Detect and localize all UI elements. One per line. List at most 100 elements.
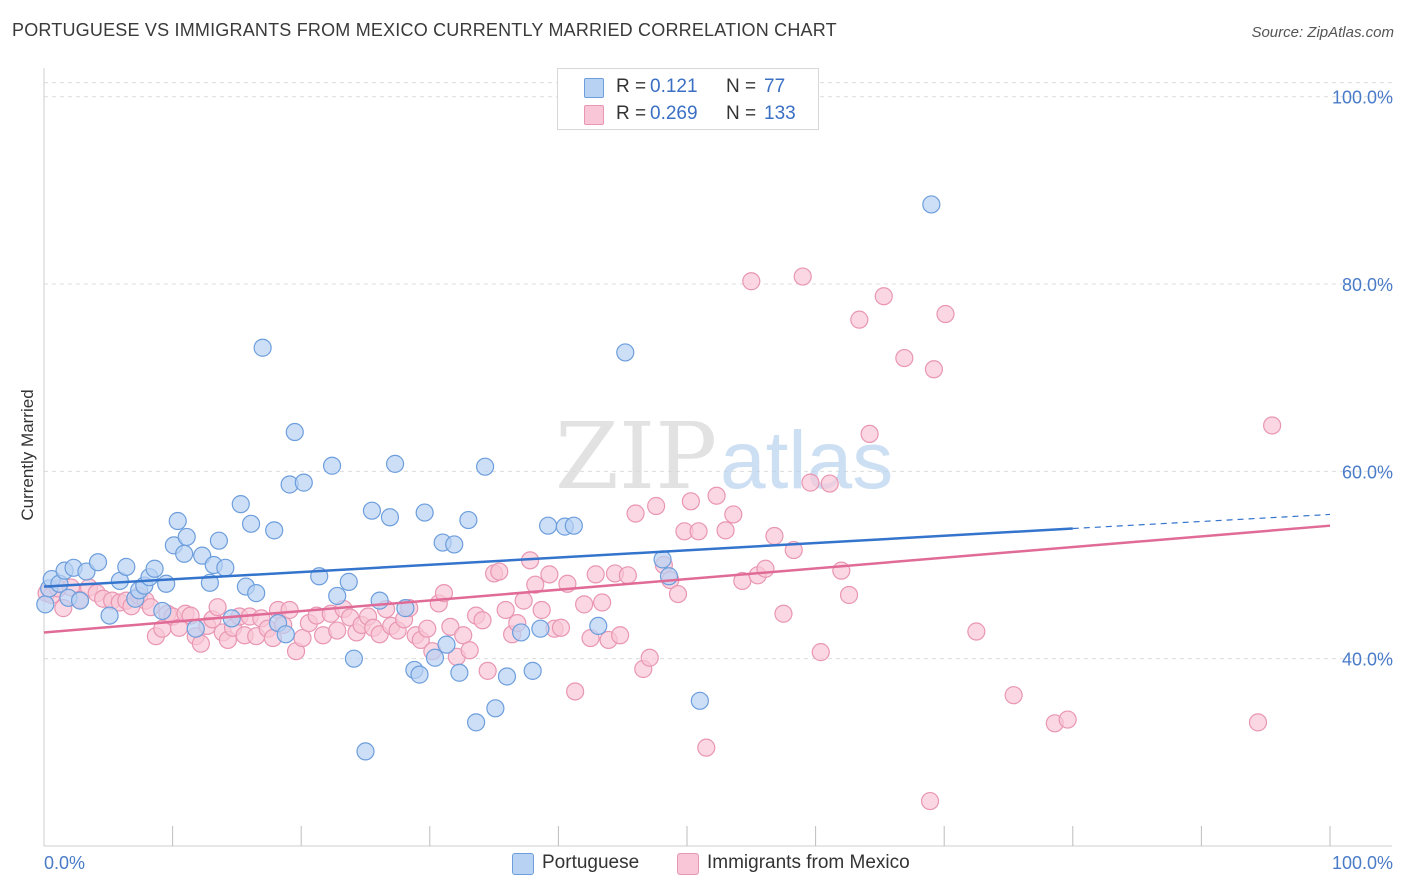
- data-point: [168, 511, 187, 531]
- data-point: [186, 619, 205, 638]
- data-point: [497, 667, 517, 686]
- data-point: [231, 495, 250, 514]
- legend-n-value: 77: [764, 76, 786, 97]
- legend-swatch-pink: [584, 105, 604, 125]
- data-point: [209, 531, 228, 550]
- data-point: [454, 626, 473, 645]
- data-point: [532, 600, 551, 620]
- data-point: [437, 635, 456, 654]
- data-point: [839, 585, 859, 605]
- data-point: [784, 540, 803, 560]
- data-point: [175, 544, 194, 563]
- data-point: [618, 566, 637, 585]
- data-point: [344, 649, 364, 668]
- data-point: [70, 591, 90, 610]
- x-tick-label-start: 0.0%: [44, 853, 85, 873]
- data-point: [1248, 713, 1268, 732]
- data-point: [586, 565, 605, 584]
- trend-layer: [43, 513, 1331, 634]
- data-point: [247, 584, 266, 603]
- data-point: [285, 422, 304, 442]
- data-point: [362, 501, 382, 520]
- data-point: [385, 454, 405, 473]
- data-point: [539, 516, 558, 535]
- legend-swatch-pink: [677, 853, 699, 875]
- data-point: [460, 641, 479, 660]
- legend-n-label: N =: [726, 103, 757, 124]
- data-point: [475, 457, 495, 476]
- data-point: [724, 505, 743, 524]
- data-point: [895, 348, 914, 368]
- data-point: [145, 559, 164, 578]
- data-point: [526, 575, 545, 594]
- data-point: [793, 267, 812, 286]
- data-point: [370, 591, 389, 610]
- data-point: [425, 648, 445, 667]
- data-point: [441, 617, 460, 636]
- data-point: [564, 516, 583, 535]
- y-tick-label: 60.0%: [1342, 462, 1393, 482]
- legend-r-label: R =: [616, 76, 647, 97]
- chart-title: PORTUGUESE VS IMMIGRANTS FROM MEXICO CUR…: [12, 20, 837, 40]
- data-point: [690, 691, 709, 710]
- data-point: [157, 574, 176, 593]
- data-point: [801, 473, 820, 492]
- watermark-zip: ZIP: [555, 403, 717, 510]
- data-point: [512, 623, 531, 642]
- data-point: [540, 565, 559, 584]
- data-point: [216, 558, 235, 577]
- y-tick-label: 40.0%: [1342, 650, 1393, 670]
- data-point: [496, 600, 515, 620]
- data-point: [936, 304, 955, 324]
- data-point: [294, 473, 313, 492]
- data-point: [616, 343, 635, 362]
- data-point: [490, 562, 509, 581]
- data-point: [924, 360, 944, 379]
- trendline-portuguese: [43, 527, 1073, 588]
- data-point: [473, 611, 492, 630]
- data-point: [575, 595, 594, 614]
- data-point: [707, 486, 726, 505]
- correlation-legend: R = 0.121 N = 77 R = 0.269 N = 133: [557, 68, 819, 130]
- data-point: [117, 557, 136, 576]
- data-point: [339, 572, 358, 591]
- data-point: [640, 648, 659, 667]
- series-legend: Portuguese Immigrants from Mexico: [0, 852, 1406, 878]
- legend-label-portuguese: Portuguese: [542, 852, 640, 873]
- data-point: [466, 713, 486, 732]
- legend-label-mexico: Immigrants from Mexico: [707, 852, 910, 873]
- data-point: [100, 606, 119, 625]
- data-point: [486, 699, 505, 718]
- data-point: [208, 598, 227, 617]
- data-point: [811, 643, 830, 662]
- data-point: [774, 604, 793, 623]
- data-point: [922, 195, 941, 214]
- data-point: [1058, 710, 1077, 729]
- data-point: [689, 522, 708, 541]
- y-tick-label: 80.0%: [1342, 275, 1393, 295]
- data-point: [765, 526, 784, 546]
- data-point: [860, 424, 879, 444]
- data-point: [241, 514, 261, 533]
- tick-labels: 40.0% 60.0% 80.0% 100.0% 0.0% 100.0%: [44, 88, 1393, 873]
- data-point: [589, 616, 608, 636]
- data-point: [88, 553, 108, 572]
- data-point: [647, 496, 666, 516]
- trendline-immigrants-from-mexico: [43, 524, 1331, 634]
- data-point: [920, 791, 940, 811]
- axis-layer: [43, 68, 1392, 847]
- legend-swatch-blue: [584, 78, 604, 98]
- data-point: [514, 591, 533, 610]
- data-point: [1263, 416, 1282, 435]
- data-point: [874, 287, 893, 306]
- data-point: [742, 272, 761, 291]
- data-point: [328, 586, 347, 606]
- data-point: [356, 742, 375, 761]
- data-point: [653, 550, 672, 569]
- legend-n-value: 133: [764, 103, 796, 124]
- data-point: [611, 626, 630, 645]
- trendline-portuguese-projection: [1072, 513, 1331, 530]
- data-point: [593, 593, 612, 612]
- data-point: [328, 621, 347, 640]
